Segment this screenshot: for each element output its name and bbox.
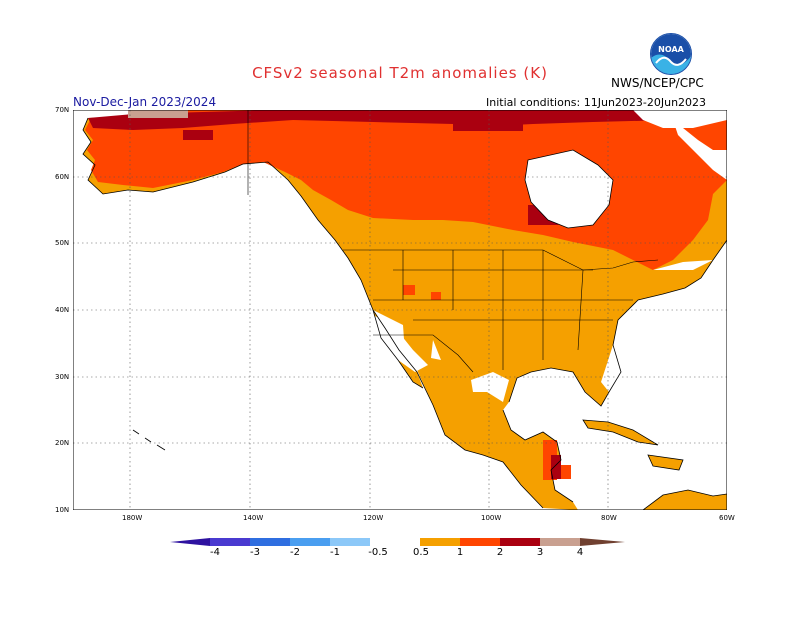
initial-conditions-label: Initial conditions: 11Jun2023-20Jun2023 [486,96,707,109]
anomaly-fill-3-4 [128,110,188,118]
colorbar-label: -4 [210,547,220,558]
lon-label-140w: 140W [243,514,264,522]
colorbar-swatch [460,538,500,546]
lon-label-180w: 180W [122,514,143,522]
lon-label-80w: 80W [601,514,617,522]
season-label: Nov-Dec-Jan 2023/2024 [73,95,217,109]
colorbar-swatch [540,538,580,546]
colorbar-label: -2 [290,547,300,558]
colorbar-swatch [420,538,460,546]
borders [247,110,659,373]
agency-label: NWS/NCEP/CPC [611,76,704,90]
noaa-logo-text: NOAA [658,45,684,54]
colorbar-label: -1 [330,547,340,558]
colorbar-swatch [250,538,290,546]
colorbar-label: 0.5 [413,547,429,558]
gridlines [73,110,727,510]
lon-label-120w: 120W [363,514,384,522]
noaa-logo: NOAA [650,33,692,75]
coastlines [82,117,727,510]
lon-label-100w: 100W [481,514,502,522]
lat-label-20n: 20N [55,439,70,447]
lat-label-40n: 40N [55,306,70,314]
colorbar-swatch [290,538,330,546]
colorbar-swatch [500,538,540,546]
colorbar-label: 3 [536,547,544,558]
lat-label-30n: 30N [55,373,70,381]
lat-label-60n: 60N [55,173,70,181]
colorbar-label: 4 [576,547,584,558]
colorbar-label: -0.5 [368,547,388,558]
colorbar-arrow-cold [170,538,210,546]
colorbar-swatch [210,538,250,546]
colorbar-label: 2 [496,547,504,558]
lat-label-70n: 70N [55,106,70,114]
lat-label-10n: 10N [55,506,70,514]
anomaly-map [73,110,727,510]
colorbar [170,538,625,546]
colorbar-label: 1 [456,547,464,558]
colorbar-swatch [330,538,370,546]
colorbar-label: -3 [250,547,260,558]
map-title: CFSv2 seasonal T2m anomalies (K) [252,64,548,82]
no-signal-areas [73,110,727,402]
colorbar-swatch [370,538,420,546]
lon-label-60w: 60W [719,514,735,522]
lat-label-50n: 50N [55,239,70,247]
colorbar-arrow-warm [580,538,625,546]
